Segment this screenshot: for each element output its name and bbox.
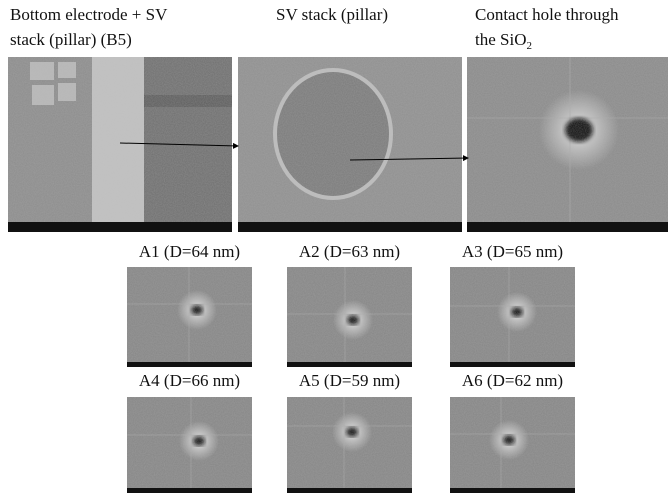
texture (127, 267, 252, 367)
subscript: 2 (526, 40, 532, 52)
info-bar (287, 362, 412, 367)
panel-label: stack (pillar) (B5) (10, 30, 132, 49)
panel-label: Bottom electrode + SV (10, 5, 168, 24)
texture (287, 397, 412, 493)
info-bar (450, 362, 575, 367)
sem-image (238, 57, 462, 232)
panel-label: the SiO2 (475, 30, 532, 52)
texture (287, 267, 412, 367)
sem-image (287, 397, 412, 493)
texture (450, 267, 575, 367)
info-bar (287, 488, 412, 493)
sem-image (287, 267, 412, 367)
sem-image (450, 267, 575, 367)
panel-label: A6 (D=62 nm) (462, 371, 563, 390)
sem-image (127, 267, 252, 367)
info-bar (127, 362, 252, 367)
panel-label: Contact hole through (475, 5, 619, 24)
figure: Bottom electrode + SV stack (pillar) (B5… (0, 0, 672, 495)
texture (450, 397, 575, 493)
sem-grid: A1 (D=64 nm) A2 (D=63 nm) A3 (D=65 nm) A4 (… (127, 242, 575, 493)
sem-image (467, 57, 668, 232)
panel-label: A2 (D=63 nm) (299, 242, 400, 261)
panel-label: A4 (D=66 nm) (139, 371, 240, 390)
info-bar (127, 488, 252, 493)
panel-label: SV stack (pillar) (276, 5, 388, 24)
sem-image (450, 397, 575, 493)
info-bar (450, 488, 575, 493)
texture (127, 397, 252, 493)
panel-label: A3 (D=65 nm) (462, 242, 563, 261)
panel-label: A1 (D=64 nm) (139, 242, 240, 261)
label-part: the SiO (475, 30, 526, 49)
panel-label: A5 (D=59 nm) (299, 371, 400, 390)
sem-image (127, 397, 252, 493)
